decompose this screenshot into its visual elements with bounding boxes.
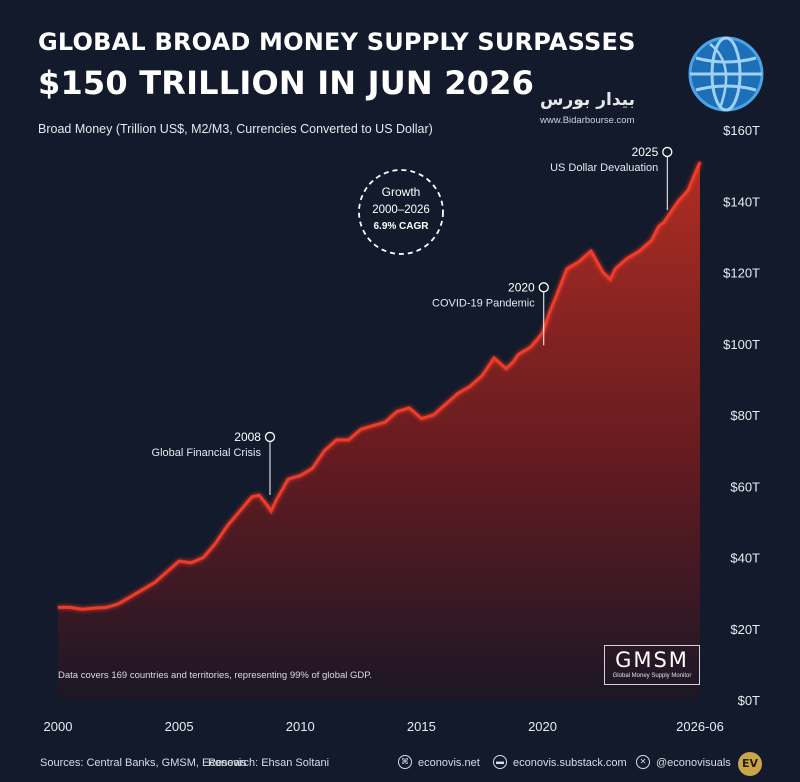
gmsm-logo-text: GMSM (615, 648, 689, 672)
series-line (58, 161, 702, 611)
watermark-url: www.Bidarbourse.com (540, 115, 635, 126)
chart-title-line-1: GLOBAL BROAD MONEY SUPPLY SURPASSES (38, 28, 636, 56)
gmsm-logo: GMSM Global Money Supply Monitor (604, 645, 700, 685)
y-tick-label: $40T (730, 551, 760, 566)
footer-research: Research: Ehsan Soltani (208, 757, 330, 769)
globe-logo-icon (688, 36, 764, 112)
y-tick-label: $80T (730, 408, 760, 423)
y-tick-label: $100T (723, 337, 760, 352)
annotation-year: 2020 (508, 280, 535, 294)
x-tick-label: 2005 (165, 719, 194, 734)
y-tick-label: $160T (723, 123, 760, 138)
coverage-note: Data covers 169 countries and territorie… (58, 670, 373, 681)
x-tick-label: 2020 (528, 719, 557, 734)
x-tick-label: 2015 (407, 719, 436, 734)
y-tick-label: $120T (723, 266, 760, 281)
x-tick-label: 2010 (286, 719, 315, 734)
annotation-year: 2008 (234, 430, 261, 444)
annotation-label: COVID-19 Pandemic (432, 297, 535, 309)
x-axis: 2000 2005 2010 2015 2020 2026-06 (44, 719, 724, 734)
annotation-label: US Dollar Devaluation (550, 162, 658, 174)
y-axis: $0T $20T $40T $60T $80T $100T $120T $140T $160T (723, 123, 760, 708)
watermark-logo-text: بیدار بورس (540, 90, 635, 110)
footer-website-link[interactable]: econovis.net (418, 757, 480, 769)
x-tick-label: 2026-06 (676, 719, 724, 734)
x-tick-label: 2000 (44, 719, 73, 734)
annotation-marker (264, 431, 276, 443)
annotations: 2008 Global Financial Crisis 2020 COVID-19 … (152, 145, 673, 495)
growth-badge-line-1: Growth (382, 185, 421, 199)
footer-social-link[interactable]: @econovisuals (656, 757, 731, 769)
growth-badge-line-2: 2000–2026 (372, 204, 430, 216)
ev-badge-icon: EV (738, 752, 762, 776)
annotation-year: 2025 (632, 145, 659, 159)
x-icon: ✕ (636, 755, 650, 769)
y-tick-label: $20T (730, 622, 760, 637)
gmsm-logo-subtext: Global Money Supply Monitor (612, 673, 692, 679)
web-icon: ⌘ (398, 755, 412, 769)
footer-sources: Sources: Central Banks, GMSM, Econovis (40, 757, 247, 769)
growth-badge: Growth 2000–2026 6.9% CAGR (358, 169, 444, 255)
y-tick-label: $60T (730, 479, 760, 494)
annotation-label: Global Financial Crisis (152, 447, 262, 459)
substack-icon: ▬ (493, 755, 507, 769)
annotation-marker (538, 282, 549, 293)
footer: Sources: Central Banks, GMSM, Econovis R… (0, 752, 800, 776)
chart-title-line-2: $150 TRILLION IN JUN 2026 (38, 64, 535, 102)
growth-badge-line-3: 6.9% CAGR (373, 221, 429, 232)
y-tick-label: $0T (738, 693, 760, 708)
series-area-fill (58, 162, 700, 701)
annotation-marker (662, 146, 673, 158)
y-tick-label: $140T (723, 194, 760, 209)
footer-substack-link[interactable]: econovis.substack.com (513, 757, 627, 769)
chart-subtitle: Broad Money (Trillion US$, M2/M3, Curren… (38, 122, 433, 136)
